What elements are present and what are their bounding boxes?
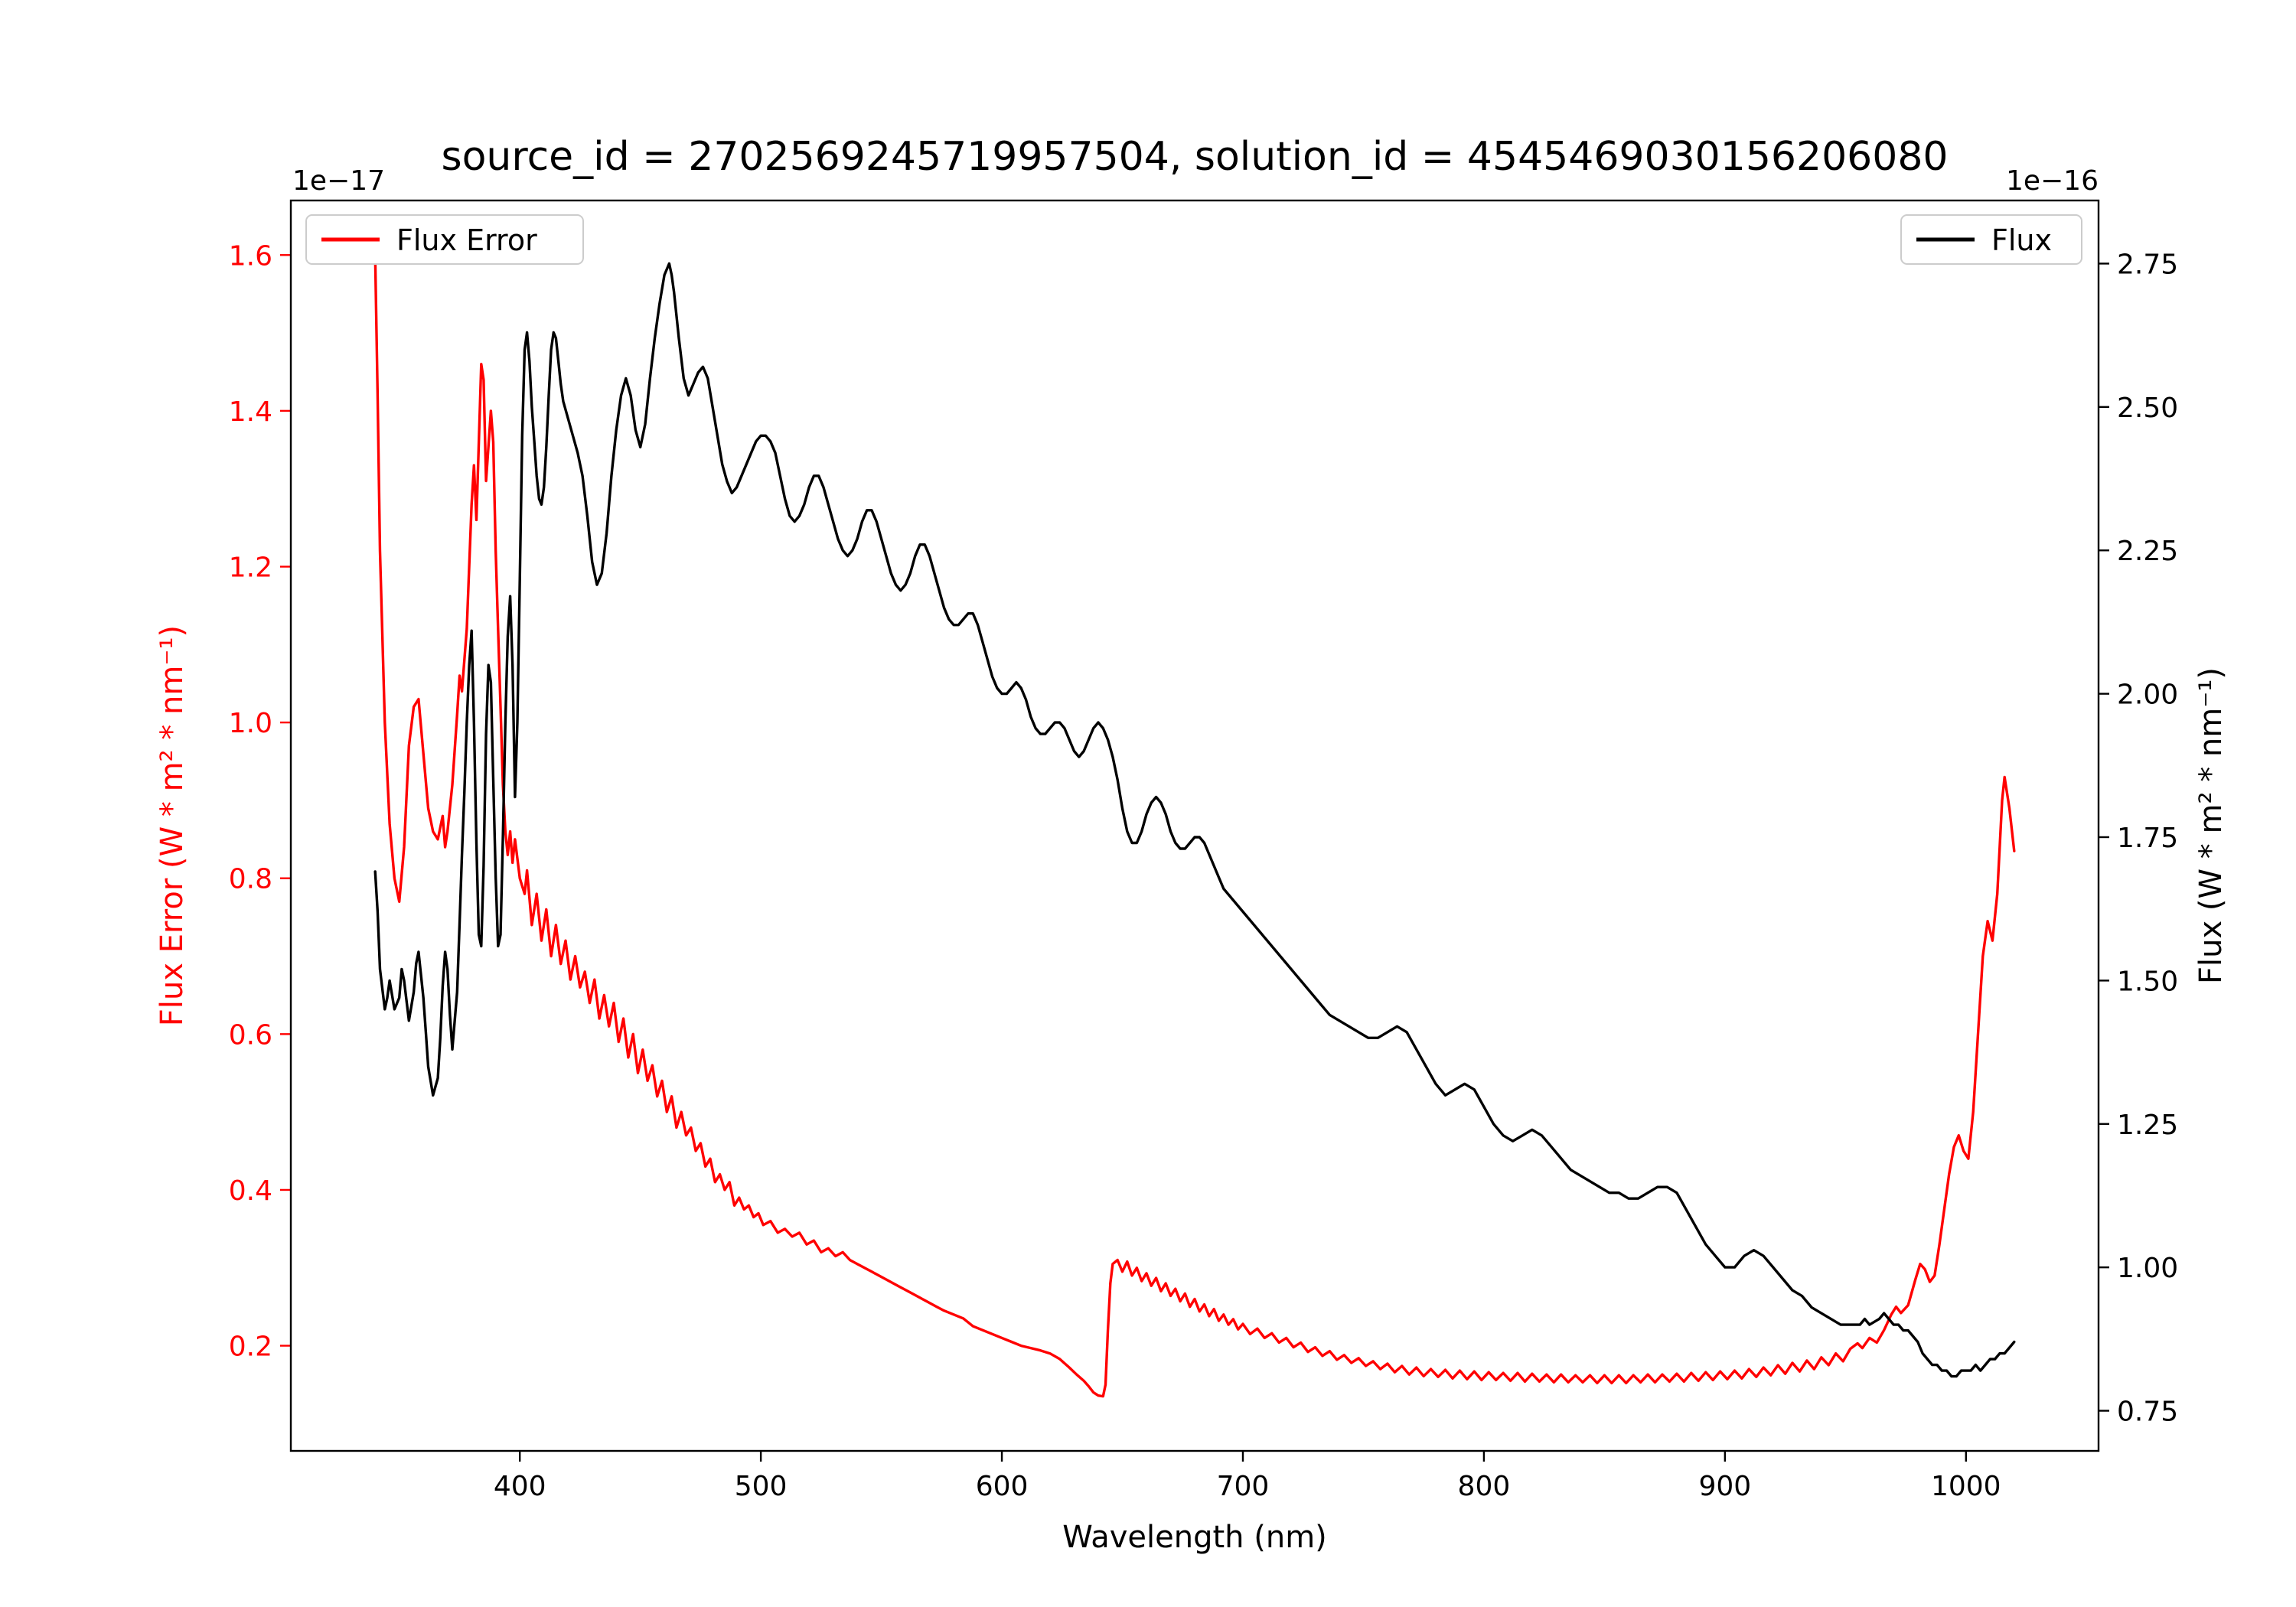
right-y-tick-label: 2.50 bbox=[2117, 393, 2178, 424]
x-tick-label: 1000 bbox=[1931, 1471, 2001, 1502]
legend-flux-label: Flux bbox=[1991, 223, 2052, 257]
left-y-axis-label: Flux Error (W * m² * nm⁻¹) bbox=[155, 625, 190, 1026]
x-tick-label: 800 bbox=[1458, 1471, 1511, 1502]
plot-area bbox=[289, 199, 2100, 1452]
series-flux bbox=[373, 262, 2016, 1378]
plot-dynamic-content: 400 500 600 700 800 900 1000 0.2 0.4 0.6 0.8 1.0 1.2… bbox=[229, 240, 2178, 1502]
left-axis-scale-note: 1e−17 bbox=[292, 165, 385, 197]
series-flux-error bbox=[373, 253, 2016, 1398]
legend-flux: Flux bbox=[1900, 214, 2082, 265]
left-y-tick-label: 0.6 bbox=[229, 1019, 272, 1051]
right-axis-scale-note: 1e−16 bbox=[2006, 165, 2099, 197]
left-y-tick-label: 1.2 bbox=[229, 552, 272, 583]
right-y-tick-label: 1.75 bbox=[2117, 823, 2178, 854]
left-y-tick-label: 0.4 bbox=[229, 1175, 272, 1207]
legend-flux-error-box bbox=[305, 214, 584, 265]
legend-flux-box bbox=[1900, 214, 2082, 265]
left-y-tick-label: 0.8 bbox=[229, 864, 272, 895]
x-tick-label: 900 bbox=[1698, 1471, 1751, 1502]
right-y-tick-label: 1.25 bbox=[2117, 1110, 2178, 1141]
right-y-axis-label: Flux (W * m² * nm⁻¹) bbox=[2193, 667, 2229, 984]
right-y-tick-label: 0.75 bbox=[2117, 1397, 2178, 1428]
x-axis-label: Wavelength (nm) bbox=[1062, 1520, 1327, 1555]
x-tick-label: 700 bbox=[1217, 1471, 1270, 1502]
legend-flux-error: Flux Error bbox=[305, 214, 584, 265]
left-y-tick-label: 1.6 bbox=[229, 240, 272, 272]
left-y-tick-label: 1.0 bbox=[229, 708, 272, 739]
left-y-tick-label: 1.4 bbox=[229, 396, 272, 428]
x-tick-label: 600 bbox=[976, 1471, 1029, 1502]
x-tick-label: 400 bbox=[494, 1471, 546, 1502]
right-y-tick-label: 2.00 bbox=[2117, 680, 2178, 711]
chart-title: source_id = 2702569245719957504, solutio… bbox=[441, 134, 1948, 180]
right-y-tick-label: 2.75 bbox=[2117, 249, 2178, 280]
right-y-tick-label: 1.50 bbox=[2117, 966, 2178, 997]
left-y-tick-label: 0.2 bbox=[229, 1332, 272, 1363]
legend-flux-error-label: Flux Error bbox=[396, 223, 537, 257]
right-y-tick-label: 1.00 bbox=[2117, 1253, 2178, 1284]
right-y-tick-label: 2.25 bbox=[2117, 536, 2178, 567]
x-tick-label: 500 bbox=[735, 1471, 788, 1502]
